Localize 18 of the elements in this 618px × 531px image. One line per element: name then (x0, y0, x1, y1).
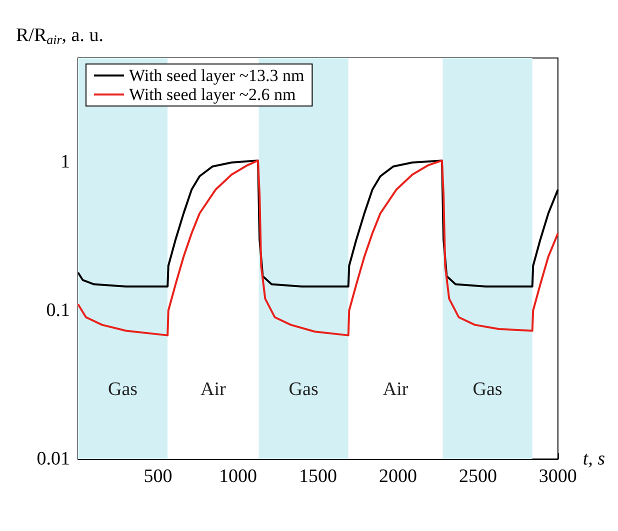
band-label: Gas (472, 379, 502, 400)
line-series (77, 160, 559, 336)
x-tick-label: 3000 (538, 466, 577, 487)
y-tick-label: 0.1 (46, 300, 70, 321)
x-tick-label: 1000 (218, 466, 257, 487)
legend-label: With seed layer ~13.3 nm (129, 66, 304, 85)
x-tick-label: 2500 (458, 466, 497, 487)
x-axis-title: t, s (582, 448, 606, 470)
x-tick-label: 2000 (378, 466, 417, 487)
y-tick-label: 1 (60, 151, 70, 172)
x-tick-label: 500 (144, 466, 172, 487)
y-tick-label: 0.01 (36, 448, 70, 470)
band-label: Air (200, 379, 227, 400)
x-tick-label: 1500 (298, 466, 337, 487)
band-label: Air (382, 379, 409, 400)
band-label: Gas (288, 379, 318, 400)
band-label: Gas (108, 379, 138, 400)
legend-label: With seed layer ~2.6 nm (129, 85, 296, 104)
